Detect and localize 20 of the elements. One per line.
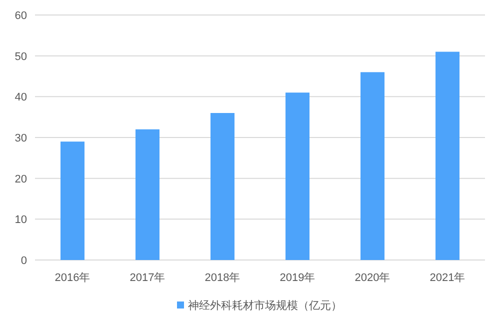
bar (360, 72, 384, 260)
y-tick-label: 10 (14, 214, 27, 226)
x-tick-label: 2021年 (430, 272, 466, 284)
bar (136, 129, 160, 260)
y-tick-label: 50 (14, 50, 27, 63)
y-tick-label: 0 (20, 255, 27, 267)
bar (210, 113, 234, 260)
bar (436, 52, 460, 260)
bar (286, 92, 310, 260)
legend-label: 神经外科耗材市场规模（亿元） (188, 299, 342, 312)
bar (60, 142, 84, 260)
x-tick-label: 2019年 (280, 272, 316, 284)
x-tick-label: 2016年 (54, 272, 90, 284)
x-tick-label: 2018年 (204, 272, 240, 284)
x-tick-label: 2020年 (354, 272, 390, 284)
x-tick-label: 2017年 (130, 272, 166, 284)
y-tick-label: 60 (14, 10, 27, 22)
y-tick-label: 20 (14, 173, 27, 186)
y-tick-label: 40 (14, 92, 27, 104)
y-tick-label: 30 (14, 132, 27, 144)
